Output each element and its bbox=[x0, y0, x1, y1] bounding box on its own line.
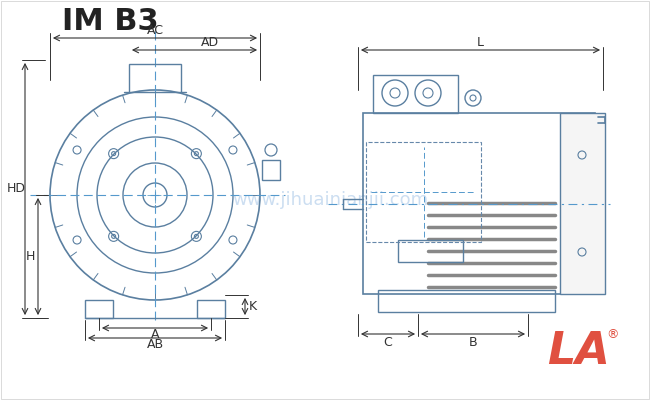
Bar bbox=[378, 290, 555, 312]
Text: ®: ® bbox=[606, 328, 619, 341]
Text: AB: AB bbox=[146, 338, 164, 352]
Bar bbox=[129, 64, 181, 92]
Text: L: L bbox=[477, 36, 484, 48]
Bar bbox=[363, 113, 595, 294]
Bar bbox=[262, 160, 280, 180]
Text: www.jihuainianjii.com: www.jihuainianjii.com bbox=[232, 191, 428, 209]
Text: H: H bbox=[25, 250, 34, 263]
Bar bbox=[560, 113, 605, 294]
Text: IM B3: IM B3 bbox=[62, 8, 159, 36]
Bar bbox=[85, 300, 113, 318]
Text: AD: AD bbox=[200, 36, 218, 48]
Bar bbox=[398, 240, 463, 262]
Bar bbox=[366, 142, 481, 242]
Bar bbox=[197, 300, 225, 318]
Text: B: B bbox=[469, 336, 477, 348]
Bar bbox=[373, 75, 458, 113]
Text: HD: HD bbox=[6, 182, 25, 196]
Text: C: C bbox=[384, 336, 393, 348]
Text: K: K bbox=[249, 300, 257, 313]
Text: AC: AC bbox=[146, 24, 164, 36]
Text: A: A bbox=[151, 328, 159, 342]
Text: LA: LA bbox=[547, 330, 610, 374]
